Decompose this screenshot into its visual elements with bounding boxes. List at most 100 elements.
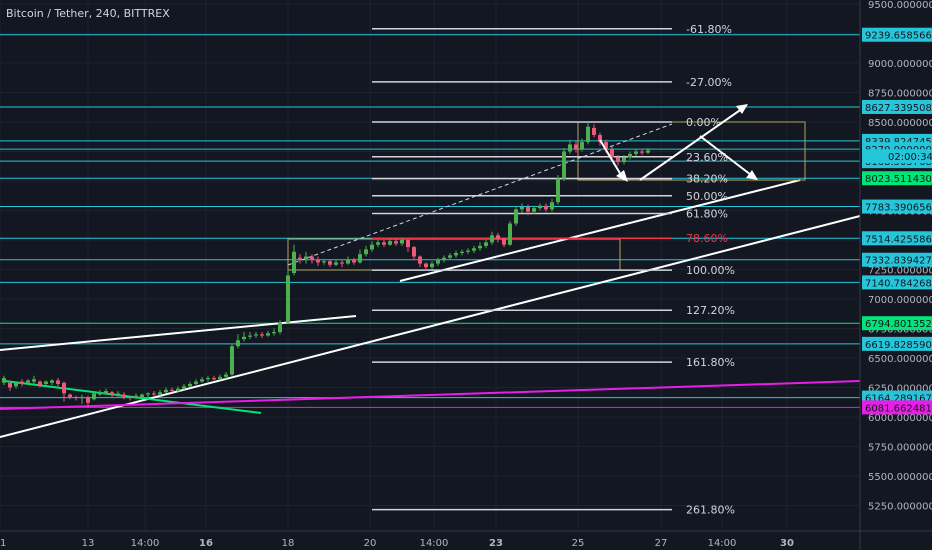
candle-body[interactable]	[248, 335, 252, 337]
candle-body[interactable]	[278, 322, 282, 333]
candle-body[interactable]	[478, 245, 482, 249]
candle-body[interactable]	[272, 332, 276, 334]
candle-body[interactable]	[188, 383, 192, 387]
trendline-green[interactable]	[4, 380, 262, 414]
candle-body[interactable]	[424, 263, 428, 268]
candle-body[interactable]	[490, 235, 494, 243]
candle-body[interactable]	[194, 381, 198, 384]
candle-body[interactable]	[400, 240, 404, 244]
candle-body[interactable]	[430, 263, 434, 268]
candle-body[interactable]	[310, 256, 314, 261]
candle-body[interactable]	[394, 241, 398, 244]
candle-body[interactable]	[538, 205, 542, 209]
candle-body[interactable]	[412, 247, 416, 257]
candle-body[interactable]	[170, 389, 174, 392]
candle-body[interactable]	[304, 256, 308, 259]
candle-body[interactable]	[532, 208, 536, 212]
candle-body[interactable]	[376, 242, 380, 245]
candle-body[interactable]	[92, 393, 96, 400]
price-axis[interactable]: 9500.000000009250.000000009000.000000008…	[859, 0, 932, 550]
candle-body[interactable]	[20, 381, 24, 384]
candle-body[interactable]	[32, 379, 36, 382]
candle-body[interactable]	[2, 378, 6, 383]
arrow-down-right[interactable]	[699, 135, 756, 179]
candle-body[interactable]	[266, 333, 270, 336]
candle-body[interactable]	[14, 382, 18, 387]
candle-body[interactable]	[134, 395, 138, 399]
candle-body[interactable]	[176, 388, 180, 392]
candle-body[interactable]	[260, 334, 264, 336]
time-axis[interactable]: 1 13 14:00 16 18 20 14:00 23 25 27 14:00 30	[0, 530, 932, 549]
candle-body[interactable]	[526, 206, 530, 212]
candle-body[interactable]	[388, 241, 392, 245]
candle-body[interactable]	[574, 144, 578, 150]
candle-body[interactable]	[640, 151, 644, 153]
candle-body[interactable]	[466, 250, 470, 252]
candle-body[interactable]	[286, 275, 290, 323]
candle-body[interactable]	[628, 153, 632, 158]
candle-body[interactable]	[292, 251, 296, 274]
candle-body[interactable]	[146, 393, 150, 395]
candle-body[interactable]	[224, 374, 228, 377]
candle-body[interactable]	[610, 149, 614, 158]
trendline-early[interactable]	[0, 315, 357, 351]
candle-body[interactable]	[74, 396, 78, 399]
candle-body[interactable]	[352, 260, 356, 263]
candle-body[interactable]	[116, 393, 120, 396]
candle-body[interactable]	[592, 127, 596, 135]
candle-body[interactable]	[562, 151, 566, 179]
candle-body[interactable]	[460, 251, 464, 253]
candle-body[interactable]	[514, 209, 518, 224]
candle-body[interactable]	[580, 142, 584, 150]
candle-body[interactable]	[346, 260, 350, 264]
candle-body[interactable]	[472, 248, 476, 251]
candle-body[interactable]	[26, 380, 30, 383]
candle-body[interactable]	[242, 336, 246, 340]
candle-body[interactable]	[80, 396, 84, 399]
arrow-up-right[interactable]	[639, 105, 747, 181]
candle-body[interactable]	[520, 206, 524, 210]
candle-body[interactable]	[218, 376, 222, 380]
candle-body[interactable]	[508, 223, 512, 245]
candle-body[interactable]	[448, 255, 452, 258]
candle-body[interactable]	[68, 394, 72, 397]
candle-body[interactable]	[200, 379, 204, 382]
candle-body[interactable]	[62, 382, 66, 394]
candle-body[interactable]	[140, 394, 144, 397]
candle-body[interactable]	[328, 261, 332, 265]
candle-body[interactable]	[254, 334, 258, 336]
candle-body[interactable]	[322, 261, 326, 263]
candle-body[interactable]	[646, 150, 650, 153]
candle-body[interactable]	[598, 134, 602, 143]
candle-body[interactable]	[616, 157, 620, 163]
candle-body[interactable]	[316, 260, 320, 263]
candle-body[interactable]	[110, 392, 114, 395]
candle-body[interactable]	[128, 396, 132, 399]
candle-body[interactable]	[86, 396, 90, 403]
candle-body[interactable]	[370, 244, 374, 250]
candle-body[interactable]	[56, 380, 60, 384]
candle-body[interactable]	[122, 394, 126, 397]
candle-body[interactable]	[358, 254, 362, 263]
candle-body[interactable]	[182, 386, 186, 389]
candle-body[interactable]	[586, 126, 590, 143]
candle-body[interactable]	[454, 252, 458, 256]
candle-body[interactable]	[230, 346, 234, 375]
candle-body[interactable]	[164, 389, 168, 393]
candle-body[interactable]	[550, 202, 554, 210]
candle-body[interactable]	[436, 260, 440, 264]
candle-body[interactable]	[44, 381, 48, 384]
candle-body[interactable]	[502, 238, 506, 245]
candle-body[interactable]	[418, 256, 422, 264]
candle-body[interactable]	[298, 257, 302, 261]
trendline-magenta[interactable]	[0, 380, 861, 410]
candle-body[interactable]	[334, 262, 338, 265]
candle-body[interactable]	[406, 240, 410, 248]
candle-body[interactable]	[8, 382, 12, 388]
candle-body[interactable]	[340, 262, 344, 264]
trendline-upper-long[interactable]	[0, 215, 861, 438]
candle-body[interactable]	[442, 257, 446, 261]
candle-body[interactable]	[152, 393, 156, 395]
candle-body[interactable]	[212, 378, 216, 380]
candle-body[interactable]	[604, 142, 608, 150]
